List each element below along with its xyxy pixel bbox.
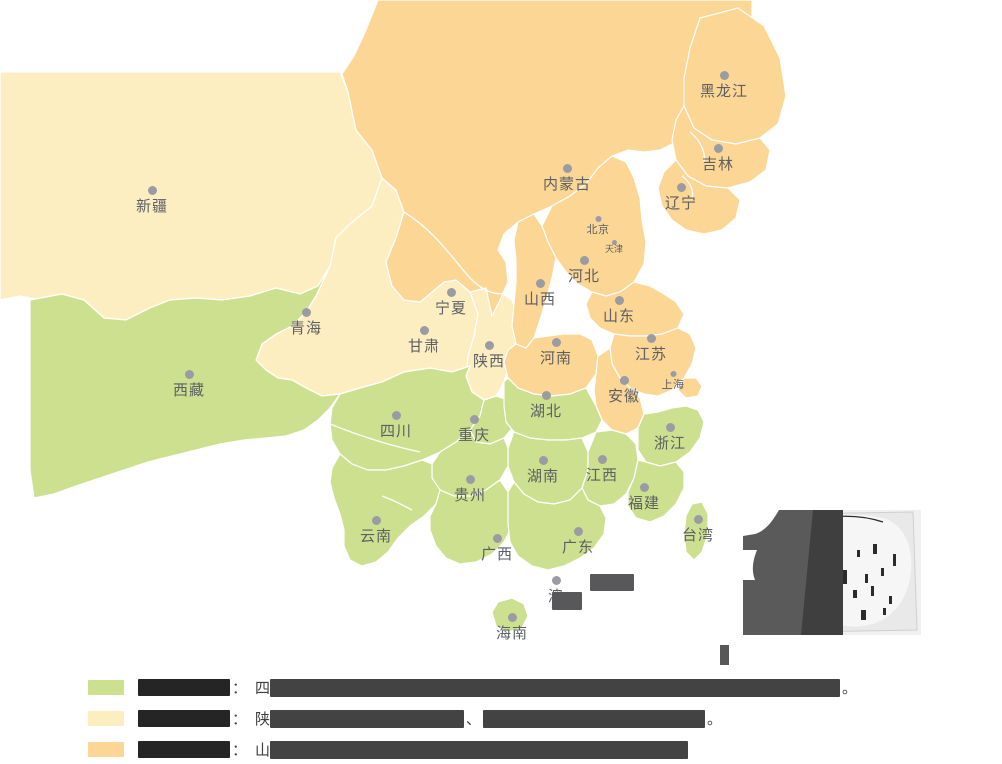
legend-visible-prefix: 陕 — [255, 709, 271, 728]
region-liaoning — [657, 159, 741, 235]
region-yunnan — [329, 453, 441, 567]
region-heilongjiang — [683, 7, 787, 145]
yellow-river-line — [403, 211, 517, 295]
region-taiwan — [683, 501, 709, 561]
region-tibet — [29, 265, 342, 499]
legend-description: 陕 、 。 — [255, 709, 724, 729]
region-zhejiang — [637, 405, 705, 467]
legend-trailing-punctuation: 。 — [842, 678, 858, 697]
legend-text-redacted — [270, 678, 841, 697]
river-hint-northeast — [689, 131, 706, 163]
redacted-city-label — [590, 574, 634, 591]
legend-mid-punctuation: 、 — [466, 709, 482, 728]
region-hainan — [491, 597, 529, 633]
inset-gray-overlay — [743, 510, 843, 635]
legend-color-swatch — [88, 680, 124, 695]
region-henan — [503, 333, 599, 397]
legend-row: ： 陕 、 。 — [0, 703, 1002, 734]
legend-category-label-redacted — [138, 741, 230, 758]
legend-text-redacted — [270, 709, 465, 728]
legend-row: ：山 — [0, 734, 1002, 764]
legend-text-redacted — [270, 740, 689, 759]
map-vector-layer: .g { fill:#cde08f; stroke:#ffffff; strok… — [0, 0, 787, 633]
region-hebei — [541, 155, 647, 297]
legend-color-swatch — [88, 742, 124, 757]
legend-visible-prefix: 山 — [255, 740, 271, 759]
region-fujian — [627, 459, 685, 523]
legend: ：四。：陕、。：山 — [0, 672, 1002, 764]
legend-color-swatch — [88, 711, 124, 726]
legend-trailing-punctuation: 。 — [707, 709, 723, 728]
legend-visible-prefix: 四 — [255, 678, 271, 697]
legend-category-label-redacted — [138, 679, 230, 696]
legend-category-label-redacted — [138, 710, 230, 727]
legend-text-redacted — [483, 709, 706, 728]
legend-row: ：四。 — [0, 672, 1002, 703]
legend-colon: ： — [232, 679, 248, 697]
legend-colon: ： — [232, 741, 248, 759]
redacted-city-label — [552, 592, 582, 610]
region-guangxi — [429, 479, 515, 565]
region-shanghai — [677, 377, 703, 399]
river-hint-jilin — [681, 175, 694, 199]
china-choropleth-map[interactable]: .g { fill:#cde08f; stroke:#ffffff; strok… — [0, 0, 1002, 670]
region-guangdong — [507, 480, 607, 571]
legend-description: 四。 — [255, 678, 859, 698]
legend-description: 山 — [255, 740, 689, 760]
yangtze-river-line — [329, 423, 421, 453]
inset-scale-tick — [720, 645, 729, 665]
river-hint-yunnan — [381, 495, 413, 511]
legend-colon: ： — [232, 710, 248, 728]
region-hubei — [503, 377, 603, 441]
